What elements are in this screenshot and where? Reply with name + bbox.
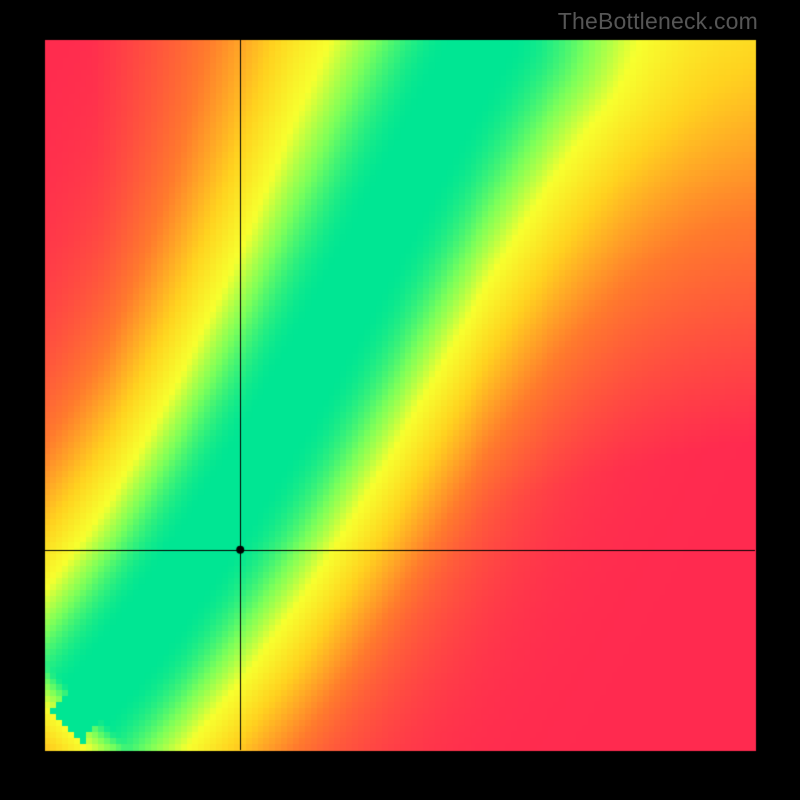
chart-container: TheBottleneck.com <box>0 0 800 800</box>
watermark-text: TheBottleneck.com <box>558 8 758 35</box>
bottleneck-heatmap <box>0 0 800 800</box>
